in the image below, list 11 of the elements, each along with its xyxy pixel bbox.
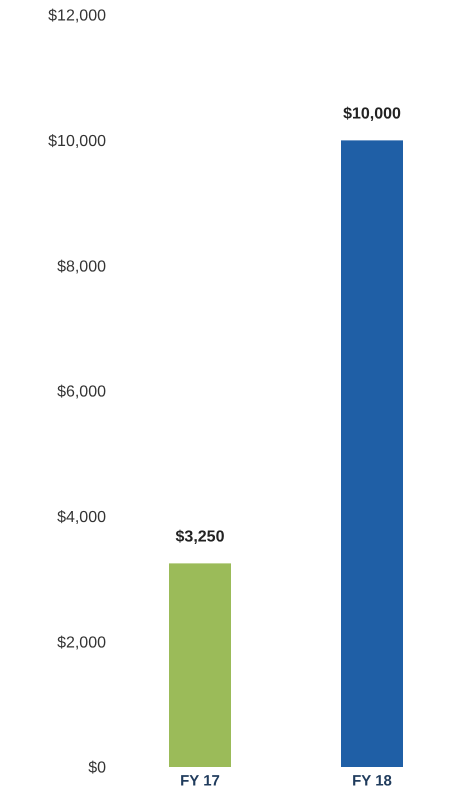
data-label: $10,000	[343, 105, 402, 122]
x-tick-label: FY 17	[180, 772, 220, 790]
y-tick-label: $2,000	[57, 634, 106, 652]
x-tick-label: FY 18	[352, 772, 392, 790]
y-tick-label: $0	[88, 760, 106, 777]
y-tick-label: $12,000	[48, 8, 106, 25]
data-label: $3,250	[176, 528, 225, 546]
y-tick-label: $10,000	[48, 133, 106, 150]
y-tick-label: $8,000	[57, 258, 106, 276]
y-tick-label: $6,000	[57, 384, 106, 401]
y-tick-label: $4,000	[57, 509, 106, 526]
